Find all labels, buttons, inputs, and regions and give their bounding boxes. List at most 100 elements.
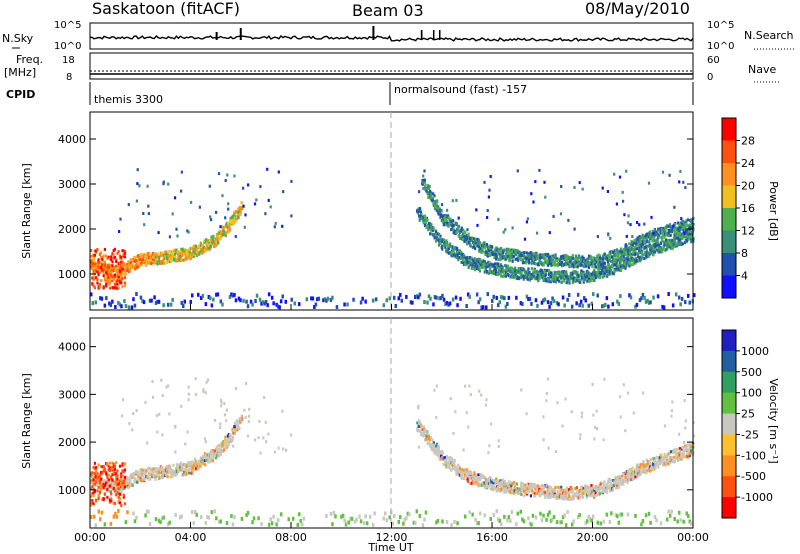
vel-echo xyxy=(120,490,123,494)
power-echo xyxy=(539,253,542,257)
power-echo xyxy=(490,262,493,266)
power-echo xyxy=(276,304,280,309)
power-echo xyxy=(625,264,628,268)
vel-echo xyxy=(206,453,209,457)
vel-echo xyxy=(187,471,190,475)
power-echo xyxy=(484,267,487,271)
vel-echo xyxy=(541,483,544,487)
power-echo xyxy=(543,276,547,280)
power-echo xyxy=(191,248,194,252)
power-echo xyxy=(181,248,184,252)
power-echo xyxy=(411,300,414,305)
vel-echo xyxy=(139,474,142,478)
power-echo xyxy=(560,185,563,188)
power-echo xyxy=(517,276,520,280)
vel-echo xyxy=(148,466,151,470)
power-echo xyxy=(679,223,682,227)
power-echo xyxy=(227,221,230,225)
vel-echo xyxy=(181,468,184,472)
vel-echo xyxy=(453,463,456,467)
power-echo xyxy=(274,221,277,225)
power-echo xyxy=(417,295,420,300)
power-echo xyxy=(181,258,184,262)
power-echo xyxy=(439,241,442,245)
power-echo xyxy=(595,271,598,275)
power-colorbar-tick-label: 8 xyxy=(741,247,748,260)
power-echo xyxy=(232,214,235,218)
power-echo xyxy=(142,258,145,262)
power-echo xyxy=(243,225,246,229)
power-echo xyxy=(116,282,119,286)
power-echo xyxy=(590,279,593,282)
power-echo xyxy=(495,295,498,300)
power-echo xyxy=(611,255,614,259)
power-echo xyxy=(685,228,688,232)
power-echo xyxy=(554,263,557,267)
vel-echo xyxy=(430,447,433,451)
power-echo xyxy=(598,254,601,258)
power-echo xyxy=(166,257,169,261)
power-echo xyxy=(539,258,542,262)
power-echo xyxy=(249,299,253,304)
power-echo xyxy=(635,238,638,242)
vel-echo xyxy=(479,483,482,487)
power-echo xyxy=(92,275,95,279)
power-echo xyxy=(120,278,123,282)
vel-echo xyxy=(109,479,112,483)
power-echo xyxy=(544,273,547,277)
power-echo xyxy=(102,286,105,290)
power-echo xyxy=(438,207,441,211)
power-echo xyxy=(177,250,180,254)
power-echo xyxy=(565,272,568,276)
power-echo xyxy=(219,237,222,240)
power-echo xyxy=(531,252,534,256)
power-echo xyxy=(225,231,228,235)
vel-echo xyxy=(436,448,439,452)
power-echo xyxy=(128,270,131,274)
vel-echo xyxy=(608,480,611,483)
power-echo xyxy=(643,253,646,257)
power-echo xyxy=(635,247,638,251)
power-echo xyxy=(123,283,127,287)
power-echo xyxy=(118,261,122,265)
vel-echo xyxy=(502,484,505,488)
power-echo xyxy=(546,252,550,256)
vel-echo xyxy=(598,484,601,488)
power-echo xyxy=(659,247,663,251)
power-echo xyxy=(677,295,681,300)
vel-echo xyxy=(570,497,573,500)
power-echo xyxy=(662,245,665,249)
power-echo xyxy=(539,275,542,279)
power-echo xyxy=(651,239,654,243)
power-echo xyxy=(483,241,486,245)
power-echo xyxy=(631,243,634,247)
vel-echo xyxy=(434,448,437,452)
power-echo xyxy=(669,225,672,229)
power-echo xyxy=(442,244,445,247)
power-echo xyxy=(503,274,506,278)
power-echo xyxy=(479,258,482,262)
power-echo xyxy=(491,245,494,249)
power-echo xyxy=(664,232,667,236)
power-echo xyxy=(607,233,610,237)
power-echo xyxy=(114,305,117,309)
vel-echo xyxy=(611,488,615,492)
power-echo xyxy=(253,202,257,206)
power-echo xyxy=(194,251,197,255)
vel-echo xyxy=(559,493,562,497)
power-echo xyxy=(544,271,547,275)
power-echo xyxy=(451,297,455,302)
vel-echo xyxy=(217,444,220,448)
power-echo xyxy=(496,273,499,276)
vel-echo xyxy=(479,477,482,481)
power-echo xyxy=(108,276,111,280)
vel-echo xyxy=(658,454,662,458)
power-echo xyxy=(597,268,600,272)
power-echo xyxy=(229,218,232,222)
vel-echo xyxy=(221,442,224,446)
power-echo xyxy=(108,301,111,306)
power-echo xyxy=(96,278,99,281)
vel-echo xyxy=(237,426,240,430)
power-echo xyxy=(625,169,628,173)
power-echo xyxy=(548,258,551,262)
